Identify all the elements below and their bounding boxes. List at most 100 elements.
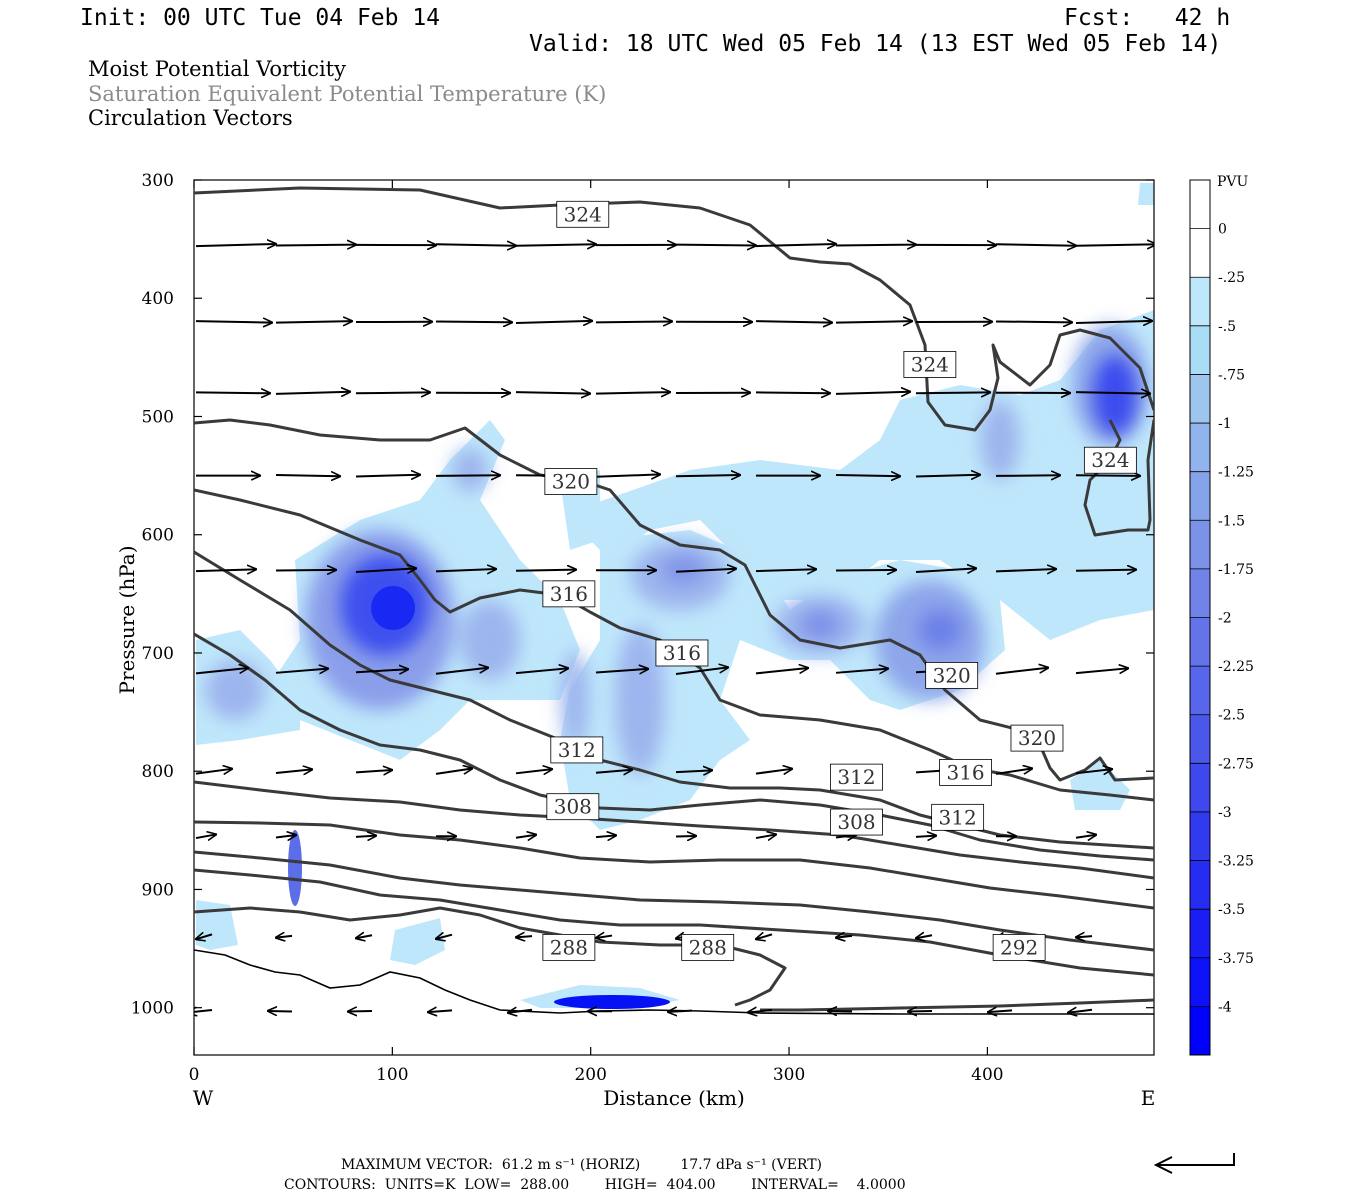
colorbar-segment xyxy=(1190,423,1210,473)
circulation-vector xyxy=(828,1011,853,1012)
max-vector-text: MAXIMUM VECTOR: 61.2 m s⁻¹ (HORIZ) 17.7 … xyxy=(341,1157,823,1173)
circulation-vector xyxy=(435,769,472,775)
colorbar-tick-label: -3.5 xyxy=(1218,902,1245,918)
circulation-vector xyxy=(194,1010,213,1012)
colorbar-tick-label: -3 xyxy=(1218,805,1232,821)
circulation-vector xyxy=(1075,668,1128,673)
circulation-vector xyxy=(1075,835,1096,838)
contour-label-box xyxy=(1083,446,1137,474)
circulation-vector xyxy=(195,569,256,571)
circulation-vector xyxy=(195,834,216,838)
colorbar-tick-label: -2.25 xyxy=(1218,659,1254,675)
circulation-vector xyxy=(275,245,356,246)
circulation-vector xyxy=(436,935,453,939)
circulation-vector xyxy=(835,245,916,246)
east-label: E xyxy=(1141,1086,1156,1110)
circulation-vector xyxy=(275,669,328,673)
y-tick-label: 500 xyxy=(142,407,174,427)
contour-label: 292 xyxy=(992,933,1046,961)
y-tick-label: 800 xyxy=(142,762,174,782)
circulation-vector xyxy=(995,668,1048,675)
colorbar-tick-label: -1.5 xyxy=(1218,513,1245,529)
circulation-vector xyxy=(195,769,232,774)
circulation-vector xyxy=(1075,570,1136,571)
circulation-vector xyxy=(275,321,352,323)
colorbar-tick-label: -1.25 xyxy=(1218,465,1254,481)
colorbar-tick-label: 0 xyxy=(1218,222,1227,238)
x-tick-label: 300 xyxy=(773,1065,805,1085)
circulation-vector xyxy=(596,936,613,938)
colorbar-segment xyxy=(1190,617,1210,667)
circulation-vector xyxy=(915,568,976,572)
circulation-vector xyxy=(275,769,312,773)
circulation-vector xyxy=(435,569,496,571)
y-tick-label: 700 xyxy=(142,644,174,664)
circulation-vector xyxy=(515,668,568,673)
colorbar-title: PVU xyxy=(1217,174,1249,190)
circulation-vector xyxy=(755,569,816,571)
circulation-vector xyxy=(595,474,660,476)
circulation-vector xyxy=(675,836,696,837)
x-axis-title: Distance (km) xyxy=(603,1086,745,1110)
circulation-vector xyxy=(275,835,296,837)
colorbar-tick-label: -4 xyxy=(1218,999,1232,1015)
colorbar-tick-label: -.25 xyxy=(1218,270,1245,286)
colorbar-tick-label: -.75 xyxy=(1218,367,1245,383)
circulation-vector xyxy=(835,321,912,323)
circulation-vector xyxy=(355,770,392,772)
circulation-vector xyxy=(595,669,648,673)
contour-label: 312 xyxy=(931,803,985,831)
circulation-vector xyxy=(1075,244,1154,246)
contour-label: 288 xyxy=(542,933,596,961)
circulation-vector xyxy=(595,321,672,322)
colorbar-segment xyxy=(1190,714,1210,764)
circulation-vector xyxy=(835,392,910,394)
contour-label-box xyxy=(992,933,1046,961)
contour-label-text: 292 xyxy=(1000,935,1038,959)
circulation-vector xyxy=(995,769,1032,775)
circulation-vector xyxy=(595,392,670,394)
circulation-vector xyxy=(356,935,373,938)
circulation-vector xyxy=(268,1011,293,1012)
circulation-vector xyxy=(755,244,836,246)
contour-label-text: 288 xyxy=(689,935,727,959)
surface-pressure-line xyxy=(194,949,1154,1015)
contour-label-text: 320 xyxy=(1018,726,1056,750)
colorbar-segment xyxy=(1190,374,1210,424)
contour-label-box xyxy=(544,468,598,495)
circulation-vector xyxy=(195,244,276,246)
contour-label-box xyxy=(903,351,957,378)
y-tick-label: 400 xyxy=(142,289,174,309)
colorbar-tick-label: -3.25 xyxy=(1218,854,1254,870)
circulation-vector xyxy=(195,668,248,675)
circulation-vector xyxy=(435,244,516,246)
contour-label: 320 xyxy=(1010,724,1064,752)
circulation-vector xyxy=(675,770,712,772)
colorbar-segment xyxy=(1190,325,1210,375)
circulation-vector xyxy=(916,935,933,938)
contour-label-box xyxy=(830,763,883,791)
colorbar-segment xyxy=(1190,763,1210,813)
theta-es-contour-line xyxy=(194,820,1154,910)
circulation-vectors xyxy=(194,244,1154,1013)
contour-label-text: 324 xyxy=(911,352,949,376)
contour-label-box xyxy=(939,758,992,786)
circulation-vector xyxy=(355,475,420,477)
colorbar-segment xyxy=(1190,957,1210,1007)
reference-vector-arrow xyxy=(1153,1153,1235,1174)
y-tick-label: 900 xyxy=(142,880,174,900)
contour-label: 312 xyxy=(550,736,604,764)
circulation-vector xyxy=(988,1010,1013,1012)
circulation-vector xyxy=(1075,475,1140,476)
contour-label-box xyxy=(556,200,610,228)
colorbar-segment xyxy=(1190,471,1210,521)
contour-label-text: 312 xyxy=(558,738,596,762)
contour-label: 316 xyxy=(939,758,992,786)
circulation-vector xyxy=(995,321,1072,322)
circulation-vector xyxy=(915,392,990,393)
circulation-vector xyxy=(515,835,536,838)
circulation-vector xyxy=(515,321,592,323)
circulation-vector xyxy=(995,244,1076,246)
contour-label-text: 324 xyxy=(564,202,602,226)
